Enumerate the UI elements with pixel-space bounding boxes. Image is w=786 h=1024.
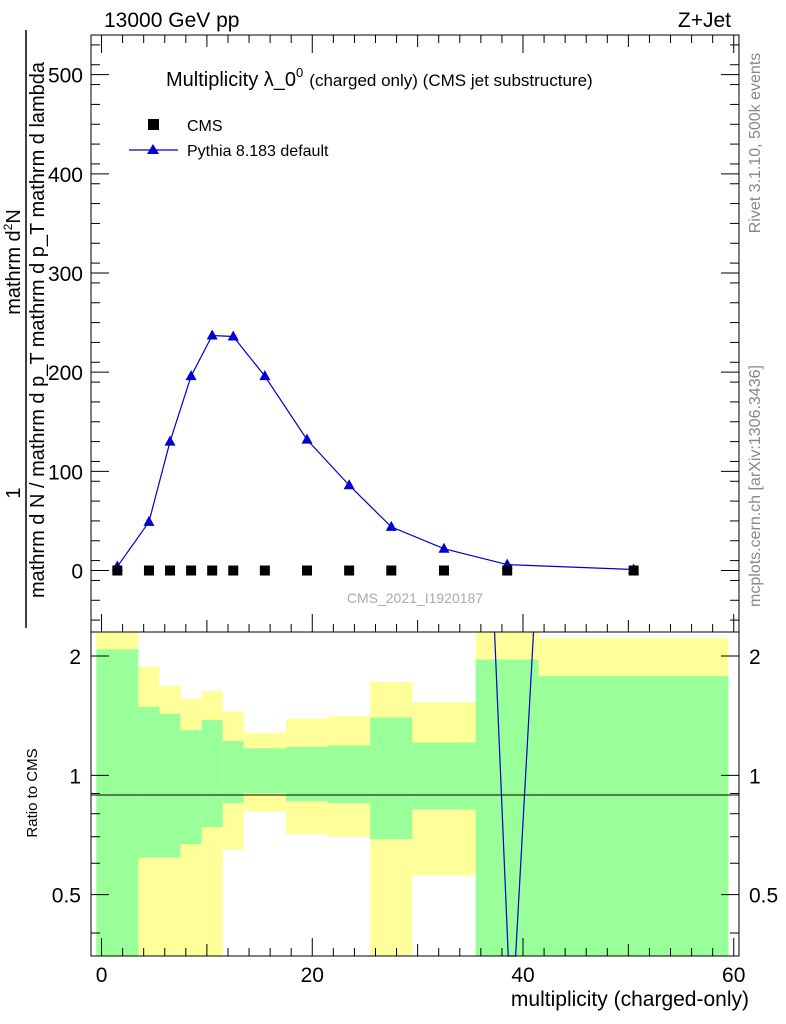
ratio-ytick-label-right: 2 [749,646,761,669]
pythia-line [116,334,634,571]
side-label-mcplots: mcplots.cern.ch [arXiv:1306.3436] [747,365,764,607]
cms-point [628,565,639,576]
pythia-point [164,435,176,446]
legend-pythia-marker [147,144,159,154]
ratio-plot-frame [90,631,740,957]
header-right: Z+Jet [678,9,731,32]
cms-point [165,565,176,576]
xtick-label: 20 [301,964,324,987]
ratio-ytick-label-left: 1 [69,765,81,788]
header-left: 13000 GeV pp [104,9,239,32]
cms-point [186,565,197,576]
pythia-point [227,330,239,341]
ratio-band-inner-1 [138,706,160,858]
pythia-point [343,479,355,490]
cms-point [112,565,123,576]
plot-title: Multiplicity λ_00 (charged only) (CMS jet… [166,65,593,91]
ratio-band-inner-4 [201,719,223,828]
cms-point [502,565,513,576]
plot-title-sup: 0 [296,65,303,80]
ylabel-denominator: mathrm d N / mathrm d p_T mathrm d p_T m… [27,61,49,598]
x-axis-label: multiplicity (charged-only) [511,988,749,1011]
ratio-band-inner-2 [159,713,181,858]
cms-point [438,565,449,576]
analysis-watermark: CMS_2021_I1920187 [347,590,483,606]
ylabel-num-end: N [3,209,25,223]
ratio-bands [96,632,729,956]
pythia-point [185,370,197,381]
ylabel-num-sup: 2 [1,223,15,230]
ylabel-numerator-expr: mathrm d2N [1,209,25,315]
pythia-point [301,433,313,444]
cms-point [344,565,355,576]
cms-point [228,565,239,576]
legend-cms-label: CMS [187,118,223,135]
top-ytick-label: 200 [48,362,83,385]
x-axis-ticks: 0 20 40 60 [96,35,745,987]
ratio-ytick-label-right: 1 [749,765,761,788]
top-ytick-label: 0 [71,561,83,584]
top-ytick-label: 500 [48,65,83,88]
ratio-band-inner-3 [180,730,202,845]
legend-cms-marker [148,119,159,130]
ratio-axis-ticks: 0.5 0.5 1 1 2 2 [52,646,778,934]
ratio-ytick-label-right: 0.5 [749,885,778,908]
top-ytick-label: 400 [48,164,83,187]
top-axis-ticks: 0 100 200 300 400 500 [48,44,739,621]
ratio-band-inner-9 [370,717,413,840]
ratio-band-inner-6 [243,748,286,794]
top-ytick-label: 100 [48,461,83,484]
ratio-band-inner-5 [222,741,244,804]
ratio-band-inner-10 [412,742,476,810]
ylabel-numerator: 1 [3,487,25,498]
ratio-band-inner-11 [475,659,539,956]
pythia-point [438,542,450,553]
top-ytick-label: 300 [48,263,83,286]
xtick-label: 40 [511,964,534,987]
cms-series [112,565,639,576]
ratio-ylabel: Ratio to CMS [24,748,41,837]
ratio-ytick-label-left: 0.5 [52,885,81,908]
pythia-point [143,515,155,526]
side-label-rivet: Rivet 3.1.10, 500k events [747,53,764,234]
top-ylabel: 1 mathrm d2N mathrm d N / mathrm d p_T m… [1,30,49,628]
cms-point [302,565,312,576]
ratio-ytick-label-left: 2 [69,646,81,669]
ratio-band-inner-12 [538,676,729,956]
cms-point [386,565,397,576]
ratio-band-inner-0 [96,649,139,956]
plot-title-main: Multiplicity λ_0 [166,69,296,91]
legend-pythia-label: Pythia 8.183 default [187,143,329,160]
ratio-band-inner-7 [285,746,329,802]
xtick-label: 0 [96,964,108,987]
pythia-series [111,329,640,574]
pythia-point [385,520,397,531]
ratio-band-inner-8 [328,745,371,804]
cms-point [207,565,218,576]
xtick-label: 60 [722,964,745,987]
cms-point [259,565,270,576]
pythia-point [206,329,218,340]
pythia-point [259,370,271,381]
plot-title-suffix: (charged only) (CMS jet substructure) [309,71,592,90]
cms-point [143,565,154,576]
ylabel-num-part: mathrm d [3,230,25,314]
legend: CMS Pythia 8.183 default [129,118,329,160]
